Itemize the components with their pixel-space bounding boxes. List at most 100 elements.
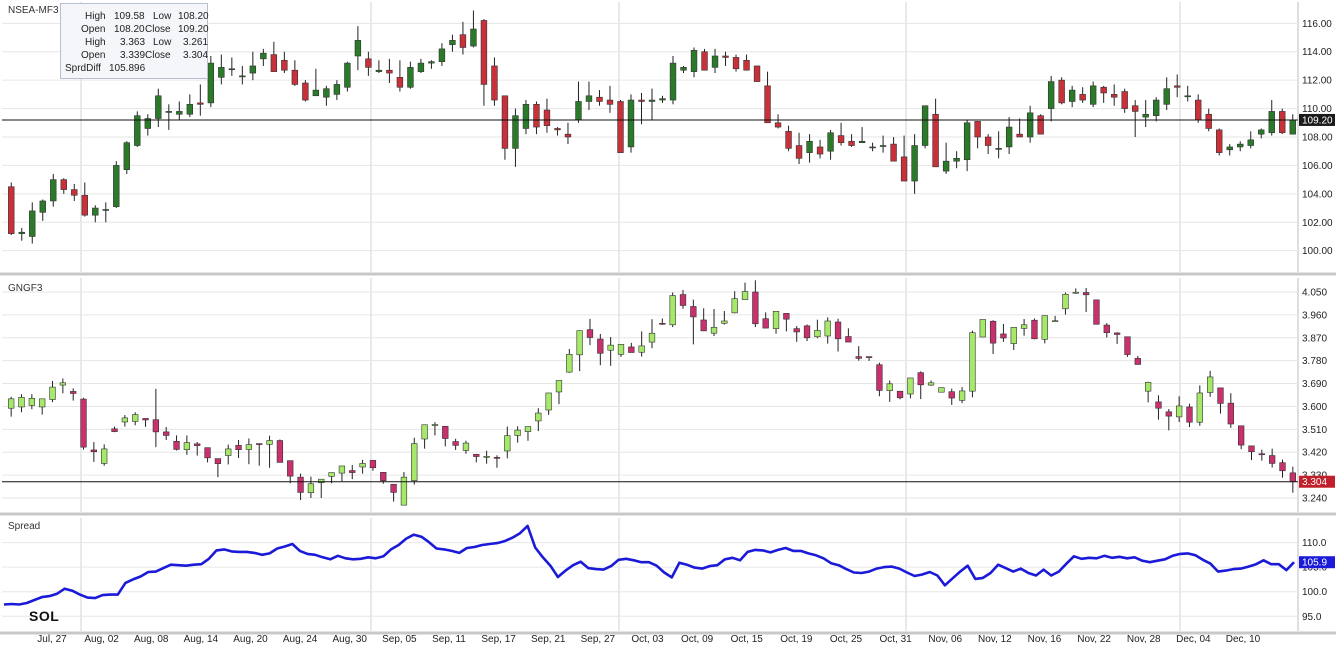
- candle-body: [617, 344, 625, 355]
- candle-body: [501, 95, 509, 149]
- candle-body: [795, 145, 803, 159]
- candle-body: [291, 69, 299, 85]
- info-label: Close: [145, 50, 171, 61]
- candle-body: [1051, 320, 1059, 323]
- candle-body: [375, 69, 383, 72]
- candle-body: [803, 325, 811, 339]
- price-tick-label: 3.960: [1302, 310, 1327, 321]
- date-tick-label: Oct, 03: [631, 634, 664, 645]
- candle-body: [722, 55, 729, 58]
- price-tick-label: 114.00: [1302, 47, 1332, 58]
- candle-body: [524, 426, 532, 432]
- candle-body: [597, 338, 604, 354]
- candle-body: [1103, 324, 1110, 333]
- candle-body: [984, 136, 992, 146]
- candle-body: [659, 322, 666, 325]
- candle-body: [627, 99, 635, 148]
- date-tick-label: Aug, 14: [184, 634, 219, 645]
- candle-body: [1289, 472, 1296, 483]
- candle-body: [942, 160, 950, 172]
- pane-background: [0, 278, 1336, 512]
- candle-body: [1238, 425, 1245, 446]
- candle-body: [638, 99, 645, 102]
- candle-body: [1217, 387, 1224, 404]
- candle-body: [995, 148, 1002, 150]
- candle-body: [183, 442, 191, 450]
- info-label: High: [85, 37, 106, 48]
- price-tick-label: 100.00: [1302, 246, 1333, 257]
- price-tick-label: 3.780: [1302, 356, 1327, 367]
- price-tick-label: 110.00: [1302, 104, 1332, 115]
- candle-body: [680, 67, 687, 71]
- date-tick-label: Oct, 25: [830, 634, 863, 645]
- candle-body: [669, 62, 677, 101]
- candle-body: [648, 332, 656, 343]
- candle-body: [1165, 411, 1172, 417]
- candle-body: [514, 429, 521, 436]
- candle-body: [701, 51, 708, 71]
- info-label: High: [85, 11, 106, 22]
- candle-body: [483, 455, 490, 458]
- price-tick-label: 116.00: [1302, 19, 1332, 30]
- candle-body: [1247, 139, 1254, 146]
- candle-body: [721, 320, 728, 324]
- candle-body: [438, 48, 446, 62]
- candle-body: [155, 95, 162, 119]
- price-tick-label: 3.510: [1302, 425, 1327, 436]
- price-tick-label: 3.240: [1302, 494, 1327, 505]
- candle-body: [690, 306, 697, 318]
- candle-body: [974, 121, 981, 138]
- candle-body: [214, 458, 222, 464]
- candle-body: [1207, 376, 1214, 393]
- date-tick-label: Jul, 27: [37, 634, 67, 645]
- candle-body: [60, 179, 67, 190]
- candle-body: [690, 50, 698, 72]
- candle-body: [176, 111, 183, 115]
- candle-body: [70, 391, 77, 394]
- candle-body: [452, 441, 459, 446]
- candle-body: [101, 448, 108, 464]
- candle-body: [911, 145, 918, 182]
- spread-tick-label: 110.0: [1302, 538, 1327, 549]
- candle-body: [1068, 89, 1076, 102]
- candle-body: [1110, 94, 1118, 98]
- candle-body: [1093, 299, 1100, 325]
- info-value: 105.896: [109, 63, 146, 74]
- date-tick-label: Dec, 04: [1176, 634, 1211, 645]
- candle-body: [1121, 91, 1128, 109]
- date-tick-label: Nov, 22: [1077, 634, 1111, 645]
- last-price-marker: [1299, 475, 1335, 488]
- candle-body: [921, 105, 929, 146]
- candle-body: [111, 428, 118, 432]
- candle-body: [302, 82, 309, 101]
- candle-body: [1031, 319, 1038, 340]
- candle-body: [323, 88, 330, 98]
- candle-body: [90, 449, 97, 453]
- candle-body: [165, 111, 173, 113]
- candle-body: [1248, 445, 1255, 453]
- info-label: Open: [81, 24, 106, 35]
- candle-body: [1026, 112, 1034, 138]
- info-label: Close: [145, 24, 171, 35]
- candle-body: [428, 61, 435, 64]
- candle-body: [411, 443, 418, 482]
- candle-body: [39, 398, 46, 408]
- date-tick-label: Oct, 09: [681, 634, 714, 645]
- candle-body: [732, 57, 740, 70]
- candle-body: [281, 59, 288, 71]
- candle-body: [239, 75, 246, 78]
- candle-body: [969, 332, 976, 392]
- info-row: SprdDiff 105.896: [65, 63, 203, 76]
- candle-body: [628, 346, 635, 353]
- candle-body: [1000, 333, 1007, 339]
- candle-body: [845, 336, 852, 343]
- candle-body: [753, 65, 761, 82]
- candle-body: [1142, 113, 1149, 118]
- candle-body: [1195, 99, 1202, 121]
- info-value: 3.363: [120, 37, 146, 48]
- price-tick-label: 3.690: [1302, 379, 1327, 390]
- date-tick-label: Nov, 28: [1127, 634, 1161, 645]
- info-value: 3.304: [183, 50, 209, 61]
